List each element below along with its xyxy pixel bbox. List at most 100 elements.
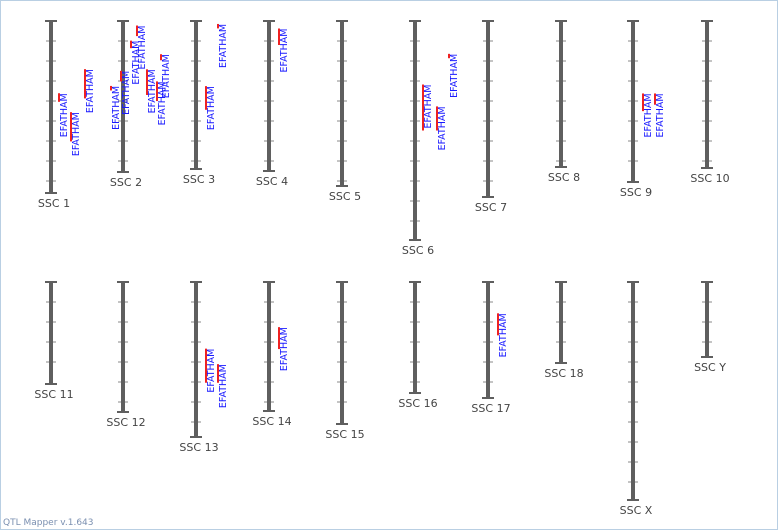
chromosome-label: SSC X [620, 504, 653, 517]
qtl-marker[interactable]: EFATHAM [448, 53, 460, 98]
qtl-bar[interactable] [160, 54, 162, 61]
qtl-label[interactable]: EFATHAM [121, 71, 132, 115]
qtl-bar[interactable] [654, 93, 656, 105]
qtl-bar[interactable] [156, 81, 158, 102]
qtl-label[interactable]: EFATHAM [498, 313, 509, 357]
qtl-marker[interactable]: EFATHAM [70, 112, 82, 156]
chromosome-axis[interactable] [413, 282, 417, 393]
qtl-marker[interactable]: EFATHAM [110, 85, 122, 130]
qtl-bar[interactable] [217, 364, 219, 383]
qtl-marker[interactable]: EFATHAM [422, 84, 434, 131]
qtl-label[interactable]: EFATHAM [449, 54, 460, 98]
qtl-label[interactable]: EFATHAM [137, 26, 148, 70]
qtl-bar[interactable] [205, 86, 207, 110]
chromosome-label: SSC 3 [183, 173, 215, 186]
chromosome-label: SSC 11 [34, 388, 73, 401]
qtl-label[interactable]: EFATHAM [59, 93, 70, 137]
qtl-label[interactable]: EFATHAM [157, 81, 168, 125]
qtl-marker[interactable]: EFATHAM [278, 28, 290, 73]
qtl-label[interactable]: EFATHAM [279, 29, 290, 73]
chromosome-axis[interactable] [705, 21, 709, 168]
chromosome-axis[interactable] [267, 21, 271, 171]
qtl-bar[interactable] [497, 313, 499, 336]
chromosome-axis[interactable] [705, 282, 709, 357]
qtl-bar[interactable] [70, 112, 72, 142]
chromosome-chr8: SSC 8 [548, 20, 580, 184]
qtl-marker[interactable]: EFATHAM [136, 25, 148, 70]
qtl-label[interactable]: EFATHAM [85, 69, 96, 113]
qtl-label[interactable]: EFATHAM [437, 106, 448, 150]
qtl-marker[interactable]: EFATHAM [278, 327, 290, 371]
qtl-marker[interactable]: EFATHAM [654, 93, 666, 137]
qtl-label[interactable]: EFATHAM [279, 327, 290, 371]
chromosome-axis[interactable] [121, 282, 125, 412]
chromosome-label: SSC 12 [106, 416, 145, 429]
qtl-bar[interactable] [642, 93, 644, 112]
qtl-bar[interactable] [205, 348, 207, 383]
qtl-label[interactable]: EFATHAM [111, 86, 122, 130]
qtl-label[interactable]: EFATHAM [131, 41, 142, 85]
qtl-marker[interactable]: EFATHAM [642, 93, 654, 137]
qtl-bar[interactable] [217, 23, 219, 29]
chromosome-axis[interactable] [559, 282, 563, 363]
qtl-marker[interactable]: EFATHAM [58, 93, 70, 137]
qtl-label[interactable]: EFATHAM [161, 54, 172, 98]
chromosome-axis[interactable] [486, 282, 490, 398]
qtl-marker[interactable]: EFATHAM [146, 69, 158, 113]
chromosome-axis[interactable] [340, 282, 344, 424]
chromosome-axis[interactable] [631, 21, 635, 182]
chromosome-axis[interactable] [631, 282, 635, 500]
chromosome-label: SSC 4 [256, 175, 288, 188]
chromosome-axis[interactable] [559, 21, 563, 167]
qtl-marker[interactable]: EFATHAM [130, 40, 142, 85]
qtl-marker[interactable]: EFATHAM [156, 81, 168, 125]
qtl-bar[interactable] [436, 106, 438, 131]
qtl-marker[interactable]: EFATHAM [217, 23, 229, 68]
qtl-marker[interactable]: EFATHAM [217, 364, 229, 408]
chromosome-axis[interactable] [49, 282, 53, 384]
chromosome-axis[interactable] [121, 21, 125, 172]
qtl-bar[interactable] [84, 69, 86, 99]
chromosome-chr3: SSC 3 EFATHAM EFATHAM [183, 20, 229, 186]
chromosome-chr10: SSC 10 [690, 20, 730, 185]
qtl-marker[interactable]: EFATHAM [160, 54, 172, 98]
qtl-bar[interactable] [120, 70, 122, 82]
chromosome-label: SSC 7 [475, 201, 507, 214]
chromosome-axis[interactable] [413, 21, 417, 240]
qtl-bar[interactable] [146, 69, 148, 95]
qtl-label[interactable]: EFATHAM [206, 86, 217, 130]
qtl-bar[interactable] [110, 85, 112, 91]
qtl-marker[interactable]: EFATHAM [84, 69, 96, 113]
qtl-marker[interactable]: EFATHAM [497, 313, 509, 357]
qtl-marker[interactable]: EFATHAM [205, 86, 217, 130]
qtl-label[interactable]: EFATHAM [423, 85, 434, 129]
qtl-bar[interactable] [278, 327, 280, 350]
chromosome-chrY: SSC Y [694, 281, 726, 374]
qtl-label[interactable]: EFATHAM [218, 364, 229, 408]
chromosome-label: SSC 10 [690, 172, 729, 185]
qtl-marker[interactable]: EFATHAM [205, 348, 217, 393]
qtl-label[interactable]: EFATHAM [655, 93, 666, 137]
qtl-bar[interactable] [58, 93, 60, 102]
qtl-label[interactable]: EFATHAM [71, 112, 82, 156]
qtl-marker[interactable]: EFATHAM [120, 70, 132, 115]
qtl-bar[interactable] [278, 28, 280, 46]
chromosome-axis[interactable] [340, 21, 344, 186]
qtl-label[interactable]: EFATHAM [218, 24, 229, 68]
qtl-label[interactable]: EFATHAM [206, 349, 217, 393]
chromosome-axis[interactable] [194, 282, 198, 437]
chromosome-axis[interactable] [194, 21, 198, 169]
qtl-marker[interactable]: EFATHAM [436, 106, 448, 150]
chromosome-axis[interactable] [486, 21, 490, 197]
qtl-bar[interactable] [448, 53, 450, 59]
qtl-label[interactable]: EFATHAM [147, 69, 158, 113]
qtl-bar[interactable] [422, 84, 424, 131]
chromosome-axis[interactable] [49, 21, 53, 193]
qtl-bar[interactable] [130, 40, 132, 49]
chromosome-axis[interactable] [267, 282, 271, 411]
qtl-label[interactable]: EFATHAM [643, 93, 654, 137]
qtl-bar[interactable] [136, 25, 138, 37]
